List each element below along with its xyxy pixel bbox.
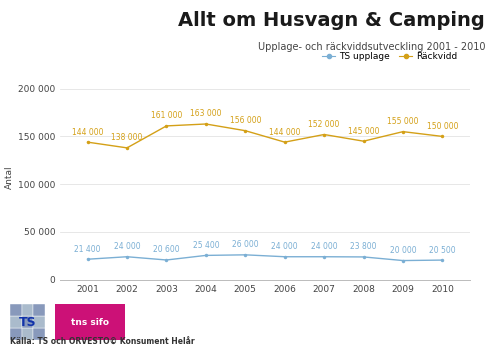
Text: 20 500: 20 500 [429,246,456,255]
Text: 156 000: 156 000 [230,116,261,125]
Text: 24 000: 24 000 [114,242,140,251]
Text: Allt om Husvagn & Camping: Allt om Husvagn & Camping [178,11,485,30]
Text: 144 000: 144 000 [269,127,300,137]
Bar [10,304,22,316]
Bar [10,316,22,328]
Text: 25 400: 25 400 [192,241,219,250]
Text: 163 000: 163 000 [190,109,222,119]
Text: 26 000: 26 000 [232,240,258,249]
Text: tns sifo: tns sifo [71,318,109,327]
Text: Källa: TS och ORVESTO© Konsument Helår: Källa: TS och ORVESTO© Konsument Helår [10,338,194,347]
Bar [22,316,34,328]
Bar [10,328,22,340]
Text: 150 000: 150 000 [426,122,458,131]
Text: 161 000: 161 000 [151,112,182,120]
Bar [34,328,45,340]
Bar [34,304,45,316]
Text: 145 000: 145 000 [348,127,380,136]
Text: 21 400: 21 400 [74,245,101,254]
Text: 24 000: 24 000 [272,242,298,251]
Legend: TS upplage, Räckvidd: TS upplage, Räckvidd [322,52,458,61]
FancyBboxPatch shape [52,305,128,339]
Bar [34,316,45,328]
Bar [22,304,34,316]
Text: 138 000: 138 000 [112,133,142,142]
Text: TS: TS [18,316,36,329]
Text: 23 800: 23 800 [350,242,377,251]
Y-axis label: Antal: Antal [4,165,14,189]
Bar [22,328,34,340]
Text: 152 000: 152 000 [308,120,340,129]
Text: 155 000: 155 000 [387,117,418,126]
Text: Upplage- och räckviddsutveckling 2001 - 2010: Upplage- och räckviddsutveckling 2001 - … [258,42,485,52]
Text: 24 000: 24 000 [311,242,338,251]
Text: 20 000: 20 000 [390,246,416,255]
Text: 144 000: 144 000 [72,127,104,137]
Text: 20 600: 20 600 [153,245,180,255]
